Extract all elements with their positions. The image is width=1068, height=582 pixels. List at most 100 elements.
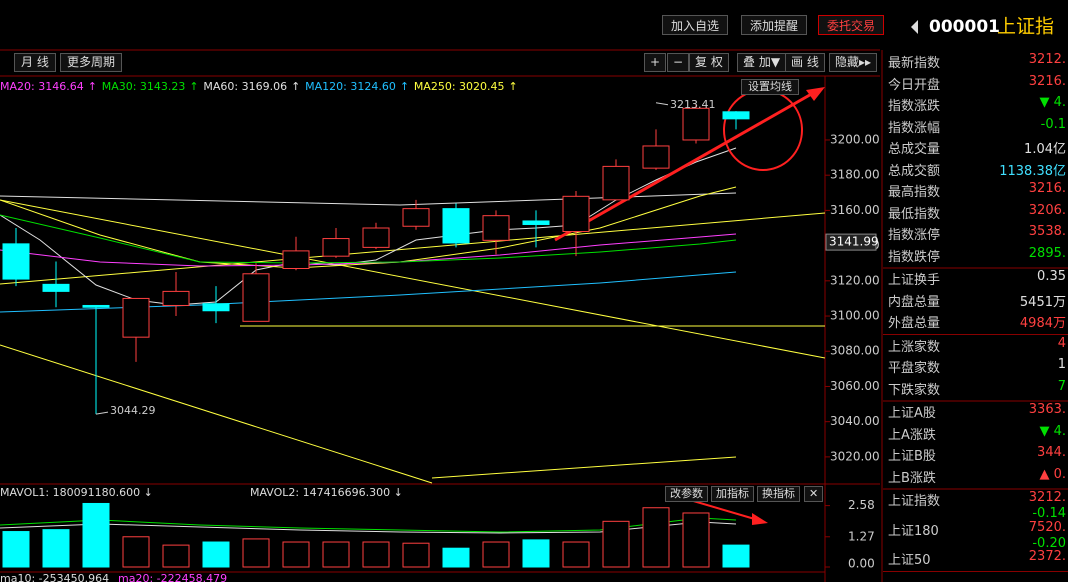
info-value: 1.04亿: [1024, 142, 1066, 157]
candle-body: [442, 208, 470, 244]
candle-body: [482, 215, 510, 241]
info-value: 2372.: [1028, 549, 1066, 564]
info-value: 1: [1057, 357, 1066, 372]
info-row: 上证180 7520. -0.20: [888, 520, 1068, 551]
y-tick-label: 3040.00: [830, 414, 880, 428]
ma-legend: MA60: 3169.06: [203, 80, 287, 93]
annotation-circle: [723, 89, 803, 171]
info-row: 上证A股 3363.: [888, 402, 1068, 423]
info-value: 3363.: [1028, 402, 1066, 417]
info-row: 下跌家数 7: [888, 379, 1068, 400]
y-tick-label: 3100.00: [830, 309, 880, 323]
info-row: 上证指数 3212. -0.14: [888, 490, 1068, 521]
period-tab[interactable]: 月 线: [14, 53, 56, 72]
volume-bar: [602, 520, 630, 568]
volume-bar: [2, 531, 30, 568]
nav-arrow: [911, 20, 918, 34]
indicator-button[interactable]: 改参数: [665, 486, 708, 502]
y-tick-label: 3020.00: [830, 449, 880, 463]
info-row: 总成交量 1.04亿: [888, 138, 1068, 159]
chart-tool[interactable]: +: [644, 53, 667, 72]
indicator-lines: [0, 147, 826, 534]
volume-bar: [522, 539, 550, 568]
info-label: 指数涨跌: [888, 99, 941, 114]
y-tick-label: 3120.00: [830, 273, 880, 287]
info-value: 3216.: [1028, 181, 1066, 196]
candle-body: [322, 238, 350, 257]
volume-bar: [202, 541, 230, 568]
candle-body: [162, 290, 190, 306]
info-label: 最新指数: [888, 56, 941, 71]
volume-bar: [122, 536, 150, 568]
volume-bar: [482, 541, 510, 568]
ma-legend: MA250: 3020.45: [414, 80, 505, 93]
annotation-arrow: [689, 499, 759, 521]
current-price-box: [825, 233, 877, 251]
current-price: 3141.99: [829, 235, 879, 249]
info-label: 上证A股: [888, 406, 936, 421]
ma-legend: MA20: 3146.64: [0, 80, 84, 93]
info-row: 指数跌停 2895.: [888, 246, 1068, 267]
ma-line: [0, 214, 737, 264]
volume-bar: [642, 507, 670, 568]
y-tick-label: 3080.00: [830, 344, 880, 358]
info-row: 总成交额 1138.38亿: [888, 160, 1068, 181]
info-label: 最低指数: [888, 206, 941, 222]
info-value: 3216.: [1028, 73, 1066, 89]
ma-setting[interactable]: 设置均线: [741, 79, 799, 95]
candle-body: [122, 297, 150, 338]
info-label: 上A涨跌: [888, 427, 936, 443]
info-label: 上证B股: [888, 449, 936, 464]
info-row: 最低指数 3206.: [888, 203, 1068, 224]
y-tick-label: 3180.00: [830, 168, 880, 182]
volume-bar: [242, 538, 270, 568]
volume-bar: [82, 502, 110, 568]
info-row: 最高指数 3216.: [888, 181, 1068, 202]
volume-bar: [682, 512, 710, 568]
chart-tool[interactable]: 复 权: [689, 53, 729, 72]
info-row: 上B涨跌 ▲ 0.: [888, 467, 1068, 488]
candle-body: [602, 165, 630, 201]
period-tab[interactable]: 更多周期: [60, 53, 123, 72]
toolbar-button[interactable]: 加入自选: [662, 15, 729, 35]
info-value: ▼ 4.: [1039, 423, 1066, 439]
info-value: 3206.: [1028, 202, 1066, 218]
info-label: 下跌家数: [888, 382, 941, 398]
info-row: 今日开盘 3216.: [888, 74, 1068, 95]
indicator-button[interactable]: 加指标: [711, 486, 754, 502]
info-label: 平盘家数: [888, 361, 941, 376]
y-tick-label: 0.00: [848, 557, 875, 571]
info-label: 指数涨幅: [888, 120, 941, 136]
candle-body: [682, 107, 710, 141]
info-label: 今日开盘: [888, 77, 941, 93]
info-row: 内盘总量 5451万: [888, 291, 1068, 312]
toolbar-button[interactable]: 委托交易: [818, 15, 885, 35]
candle-body: [362, 227, 390, 248]
drawn-line: [0, 344, 433, 484]
info-change: -0.14: [1032, 506, 1066, 521]
chart-tool[interactable]: 叠 加▼: [737, 53, 787, 72]
info-change: -0.20: [1032, 535, 1066, 551]
candle-body: [522, 220, 550, 225]
ma-arrow: ↑: [291, 80, 300, 93]
indicator-button[interactable]: 换指标: [757, 486, 800, 502]
y-tick-label: 3160.00: [830, 203, 880, 217]
info-value: -0.1: [1040, 116, 1066, 132]
info-label: 上证指数: [888, 494, 941, 509]
toolbar-button[interactable]: 添加提醒: [741, 15, 808, 35]
indicator-button[interactable]: ✕: [804, 486, 824, 502]
low-label: 3044.29: [110, 404, 156, 417]
info-value: 344.: [1037, 445, 1066, 460]
vol-legend: MAVOL2: 147416696.300 ↓: [250, 486, 403, 499]
info-label: 内盘总量: [888, 294, 941, 310]
chart-tool[interactable]: 画 线: [785, 53, 825, 72]
chart-tool[interactable]: 隐藏▸▸: [829, 53, 878, 72]
volume-bar: [722, 544, 750, 568]
chart-tool[interactable]: −: [667, 53, 690, 72]
ma-legend: MA120: 3124.60: [305, 80, 396, 93]
info-row: 上证50 2372.: [888, 549, 1068, 570]
annotation-leader: [655, 102, 669, 106]
y-tick-label: 2.58: [848, 498, 875, 512]
